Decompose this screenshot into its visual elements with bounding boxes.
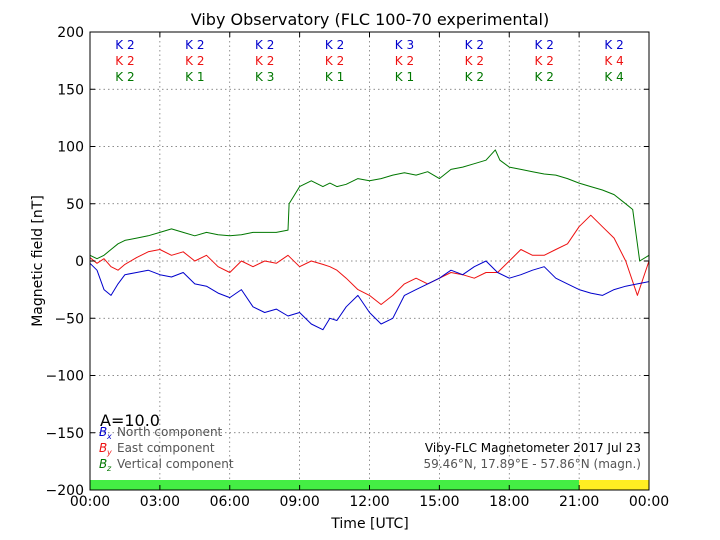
legend-symbol: B [99, 457, 107, 471]
k-index-vertical: K 2 [115, 70, 134, 84]
legend-symbol: B [99, 425, 107, 439]
x-tick-label: 21:00 [559, 494, 599, 510]
k-index-east: K 2 [325, 54, 344, 68]
vertical-component-line [89, 149, 650, 262]
k-index-table: K 2 K 2 K 2 K 2 K 3 K 2 K 2 K 2 K 2 K 2 K 2 K 2 K 2 K… [115, 38, 623, 84]
y-tick-label: −50 [54, 311, 84, 327]
x-tick-label: 15:00 [419, 494, 459, 510]
k-index-east: K 2 [115, 54, 134, 68]
x-tick-label: 00:00 [70, 494, 110, 510]
k-index-north: K 3 [395, 38, 414, 52]
y-axis-label: Magnetic field [nT] [30, 195, 46, 327]
y-tick-label: 100 [57, 140, 84, 156]
k-index-vertical: K 2 [465, 70, 484, 84]
legend-label: Vertical component [117, 457, 234, 471]
k-index-vertical: K 1 [325, 70, 344, 84]
x-tick-label: 12:00 [349, 494, 389, 510]
k-index-north: K 2 [185, 38, 204, 52]
legend-label: East component [117, 441, 215, 455]
y-tick-label: 150 [57, 82, 84, 98]
chart-title: Viby Observatory (FLC 100-70 experimenta… [191, 10, 550, 29]
legend-subscript: z [106, 464, 112, 473]
k-index-east: K 4 [604, 54, 623, 68]
y-tick-label: −200 [46, 483, 84, 499]
k-index-vertical: K 1 [395, 70, 414, 84]
legend-subscript: x [106, 432, 112, 441]
k-index-north: K 2 [115, 38, 134, 52]
k-index-east: K 2 [185, 54, 204, 68]
k-index-north: K 2 [255, 38, 274, 52]
y-tick-label: 50 [66, 197, 84, 213]
info-line-2: 59.46°N, 17.89°E - 57.86°N (magn.) [424, 457, 641, 471]
legend-label: North component [117, 425, 223, 439]
series-lines [89, 149, 650, 331]
grid [90, 32, 649, 490]
north-component-line [89, 260, 650, 331]
k-index-vertical: K 4 [604, 70, 623, 84]
x-axis-label: Time [UTC] [330, 516, 408, 532]
daylight-segment [579, 480, 649, 490]
east-component-line [89, 214, 650, 305]
x-tick-label: 00:00 [629, 494, 669, 510]
daylight-segment [90, 480, 580, 490]
y-tick-label: −150 [46, 426, 84, 442]
k-index-east: K 2 [465, 54, 484, 68]
k-index-north: K 2 [604, 38, 623, 52]
k-index-east: K 2 [395, 54, 414, 68]
k-index-north: K 2 [465, 38, 484, 52]
x-tick-label: 03:00 [140, 494, 180, 510]
k-index-vertical: K 3 [255, 70, 274, 84]
x-tick-label: 09:00 [279, 494, 319, 510]
x-tick-label: 18:00 [489, 494, 529, 510]
daylight-bar [90, 480, 649, 490]
legend-subscript: y [106, 448, 112, 457]
info-line-1: Viby-FLC Magnetometer 2017 Jul 23 [425, 441, 641, 455]
k-index-east: K 2 [535, 54, 554, 68]
amplitude-label: A=10.0 [100, 411, 160, 430]
y-tick-label: −100 [46, 369, 84, 385]
y-tick-label: 200 [57, 25, 84, 41]
k-index-north: K 2 [325, 38, 344, 52]
k-index-vertical: K 1 [185, 70, 204, 84]
y-tick-label: 0 [75, 254, 84, 270]
k-index-north: K 2 [535, 38, 554, 52]
x-tick-label: 06:00 [210, 494, 250, 510]
k-index-east: K 2 [255, 54, 274, 68]
legend-symbol: B [99, 441, 107, 455]
k-index-vertical: K 2 [535, 70, 554, 84]
